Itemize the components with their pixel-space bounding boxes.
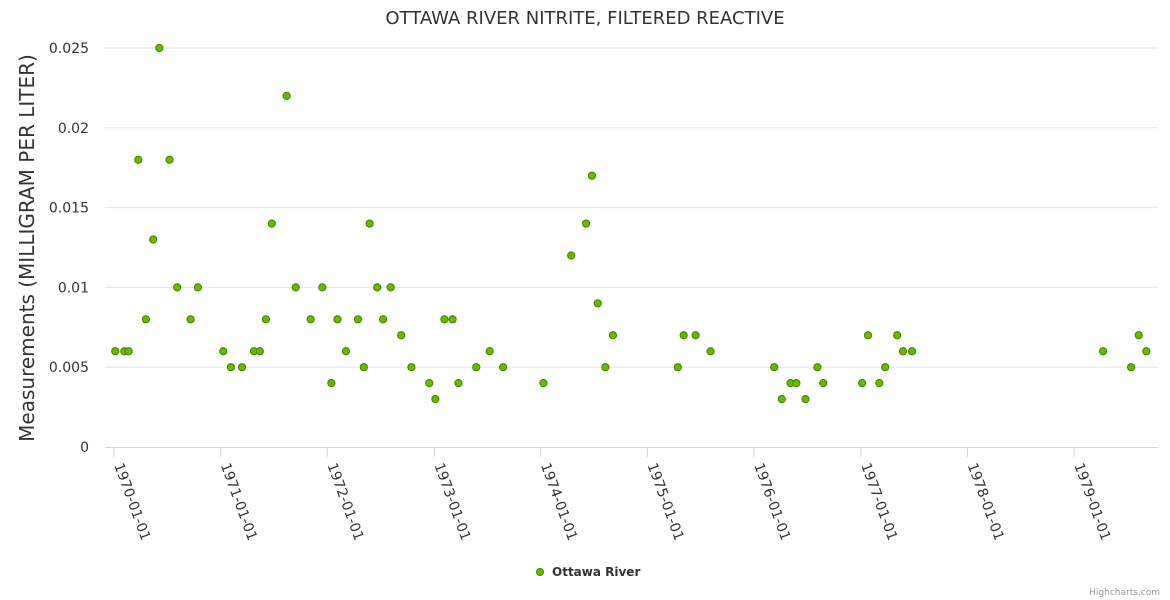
x-tick-label: 1976-01-01 [750, 461, 793, 543]
data-point[interactable] [567, 251, 576, 260]
data-point[interactable] [111, 347, 120, 356]
data-point[interactable] [219, 347, 228, 356]
data-point[interactable] [255, 347, 264, 356]
data-point[interactable] [601, 363, 610, 372]
data-point[interactable] [333, 315, 342, 324]
data-point[interactable] [407, 363, 416, 372]
x-tick-label: 1973-01-01 [430, 461, 473, 543]
legend-label[interactable]: Ottawa River [552, 565, 640, 579]
y-tick-label: 0.025 [49, 41, 89, 57]
data-point[interactable] [431, 395, 440, 404]
data-point[interactable] [425, 379, 434, 388]
x-tick-label: 1978-01-01 [964, 461, 1007, 543]
data-point[interactable] [770, 363, 779, 372]
x-tick-label: 1979-01-01 [1070, 461, 1113, 543]
chart-title: OTTAWA RIVER NITRITE, FILTERED REACTIVE [385, 8, 784, 29]
data-point[interactable] [907, 347, 917, 356]
y-tick-label: 0 [80, 440, 89, 456]
data-point[interactable] [679, 331, 688, 340]
series-ottawa-river[interactable] [111, 43, 1151, 404]
data-point[interactable] [472, 363, 481, 372]
data-point[interactable] [454, 379, 463, 388]
data-point[interactable] [863, 331, 873, 340]
data-point[interactable] [792, 379, 801, 388]
data-point[interactable] [673, 363, 682, 372]
data-point[interactable] [173, 283, 182, 292]
data-point[interactable] [134, 155, 143, 164]
gridlines [105, 47, 1158, 368]
data-point[interactable] [141, 315, 150, 324]
data-point[interactable] [318, 283, 327, 292]
data-point[interactable] [341, 347, 351, 356]
y-axis-ticks: 0 0.005 0.01 0.015 0.02 0.025 [49, 41, 89, 456]
data-point[interactable] [499, 363, 508, 372]
credit-link[interactable]: Highcharts.com [1089, 588, 1160, 598]
legend[interactable]: Ottawa River [536, 565, 641, 579]
x-tick-label: 1971-01-01 [217, 461, 260, 543]
x-tick-label: 1974-01-01 [537, 461, 580, 543]
data-point[interactable] [1098, 347, 1108, 356]
y-axis-label: Measurements (MILLIGRAM PER LITER) [15, 54, 39, 442]
data-point[interactable] [306, 315, 315, 324]
data-point[interactable] [819, 379, 828, 388]
data-point[interactable] [875, 379, 884, 388]
data-point[interactable] [777, 395, 786, 404]
x-tick-label: 1975-01-01 [644, 461, 687, 543]
data-point[interactable] [581, 219, 591, 228]
data-point[interactable] [378, 315, 388, 324]
data-point[interactable] [593, 299, 602, 308]
data-point[interactable] [898, 347, 908, 356]
data-point[interactable] [327, 379, 336, 388]
x-tick-label: 1970-01-01 [110, 461, 153, 543]
data-point[interactable] [165, 155, 174, 164]
legend-marker[interactable] [536, 568, 544, 576]
data-point[interactable] [282, 91, 291, 100]
data-point[interactable] [373, 283, 382, 292]
data-point[interactable] [608, 331, 618, 340]
data-point[interactable] [193, 283, 202, 292]
data-point[interactable] [587, 171, 597, 180]
y-tick-label: 0.02 [58, 121, 89, 137]
data-point[interactable] [1127, 363, 1136, 372]
data-point[interactable] [858, 379, 867, 388]
data-point[interactable] [691, 331, 700, 340]
data-point[interactable] [448, 315, 457, 324]
data-point[interactable] [1142, 347, 1151, 356]
data-point[interactable] [365, 219, 374, 228]
data-point[interactable] [353, 315, 363, 324]
data-point[interactable] [881, 363, 890, 372]
data-point[interactable] [237, 363, 247, 372]
data-point[interactable] [186, 315, 195, 324]
data-point[interactable] [893, 331, 902, 340]
data-point[interactable] [226, 363, 235, 372]
data-point[interactable] [261, 315, 271, 324]
y-tick-label: 0.005 [49, 360, 89, 376]
x-axis: 1970-01-01 1971-01-01 1972-01-01 1973-01-01… [105, 447, 1158, 543]
data-point[interactable] [155, 43, 164, 53]
x-tick-label: 1972-01-01 [324, 461, 367, 543]
data-point[interactable] [291, 283, 300, 292]
y-tick-label: 0.015 [49, 201, 89, 217]
data-point[interactable] [539, 379, 548, 388]
data-point[interactable] [706, 347, 715, 356]
data-point[interactable] [813, 363, 822, 372]
data-point[interactable] [149, 235, 158, 244]
data-point[interactable] [124, 347, 133, 356]
y-tick-label: 0.01 [58, 280, 89, 296]
data-point[interactable] [1134, 331, 1143, 340]
data-point[interactable] [359, 363, 368, 372]
data-point[interactable] [267, 219, 276, 228]
data-point[interactable] [397, 331, 406, 340]
data-point[interactable] [440, 315, 449, 324]
data-point[interactable] [801, 395, 810, 404]
x-tick-label: 1977-01-01 [857, 461, 900, 543]
data-point[interactable] [386, 283, 395, 292]
data-point[interactable] [485, 347, 494, 356]
